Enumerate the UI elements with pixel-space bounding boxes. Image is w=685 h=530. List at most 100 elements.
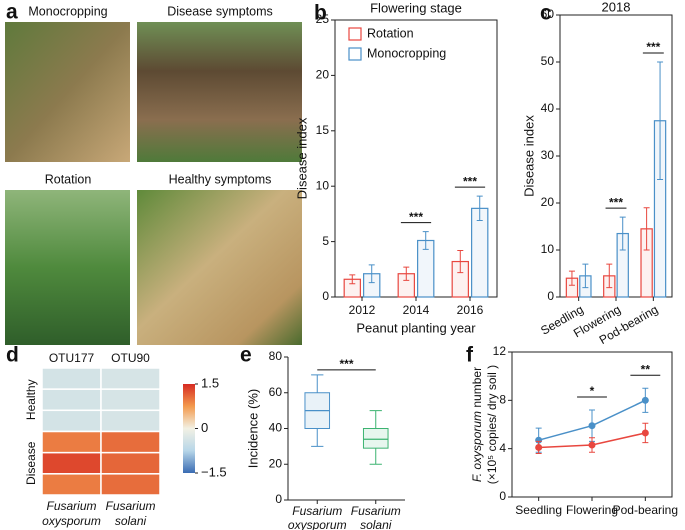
column-name: Fusarium bbox=[46, 499, 96, 513]
y-tick-label: 20 bbox=[541, 195, 555, 209]
y-tick-label: 12 bbox=[493, 344, 507, 358]
point bbox=[588, 441, 596, 449]
significance-label: ** bbox=[641, 362, 651, 376]
row-group-label: Disease bbox=[24, 441, 38, 485]
photo-caption: Disease symptoms bbox=[167, 4, 273, 18]
y-axis-label-text: number bbox=[470, 367, 484, 411]
heatmap-cell bbox=[41, 473, 102, 496]
heatmap-cell bbox=[100, 409, 161, 433]
photo bbox=[137, 22, 302, 162]
photo-caption: Rotation bbox=[45, 172, 92, 186]
error-bar bbox=[422, 231, 429, 250]
heatmap-cell bbox=[41, 367, 102, 390]
y-tick-label: 0 bbox=[499, 489, 506, 503]
legend-swatch bbox=[348, 27, 362, 41]
y-tick-label: 80 bbox=[269, 349, 283, 363]
y-axis-label: Disease index bbox=[521, 115, 536, 197]
heatmap-cell bbox=[100, 473, 161, 496]
heatmap-cell bbox=[100, 451, 161, 475]
bar bbox=[471, 207, 489, 298]
y-tick-label: 10 bbox=[316, 178, 330, 192]
y-axis-label-italic: F. oxysporum bbox=[470, 411, 484, 482]
colorbar-tick-label: −1.5 bbox=[201, 464, 227, 479]
whisker bbox=[369, 410, 382, 429]
y-tick-label: 40 bbox=[269, 421, 283, 435]
heatmap-cell bbox=[100, 388, 161, 412]
column-name: solani bbox=[115, 514, 147, 528]
panel-label: a bbox=[6, 1, 18, 24]
error-bar bbox=[349, 274, 356, 285]
point bbox=[535, 436, 543, 444]
whisker bbox=[311, 428, 324, 447]
y-tick-label: 40 bbox=[541, 101, 555, 115]
y-tick-label: 4 bbox=[499, 441, 506, 455]
error-bar bbox=[403, 266, 410, 281]
point bbox=[641, 429, 649, 437]
photo-caption: Healthy symptoms bbox=[169, 172, 272, 186]
y-tick-label: 15 bbox=[316, 123, 330, 137]
error-bar bbox=[657, 61, 664, 180]
x-tick-label: Seedling bbox=[515, 503, 562, 517]
x-tick-label: Fusarium bbox=[292, 504, 342, 518]
significance-label: * bbox=[590, 384, 595, 398]
whisker bbox=[369, 448, 382, 465]
heatmap-cell bbox=[41, 451, 102, 475]
y-tick-label: 20 bbox=[269, 456, 283, 470]
column-label: OTU90 bbox=[111, 351, 150, 365]
error-bar bbox=[568, 270, 575, 286]
whisker bbox=[311, 374, 324, 393]
colorbar bbox=[183, 384, 195, 473]
y-tick-label: 5 bbox=[322, 234, 329, 248]
x-tick-label: Pod-bearing bbox=[613, 503, 678, 517]
x-tick-label: solani bbox=[360, 518, 392, 530]
point bbox=[641, 396, 649, 404]
column-name: oxysporum bbox=[42, 514, 101, 528]
photo bbox=[5, 190, 130, 345]
heatmap-cell bbox=[100, 430, 161, 454]
photo bbox=[137, 190, 302, 345]
x-axis-label: Peanut planting year bbox=[356, 320, 476, 335]
y-tick-label: 60 bbox=[541, 7, 555, 21]
x-tick-label: 2016 bbox=[457, 303, 484, 317]
heatmap-cell bbox=[41, 409, 102, 433]
y-axis-label: F. oxysporum number bbox=[470, 367, 484, 482]
x-tick-label: oxysporum bbox=[288, 518, 347, 530]
error-bar bbox=[457, 249, 464, 274]
panel-label: f bbox=[466, 344, 474, 367]
y-axis-label: Disease index bbox=[294, 117, 309, 199]
heatmap-cell bbox=[100, 367, 161, 390]
y-tick-label: 30 bbox=[541, 148, 555, 162]
colorbar-tick-label: 0 bbox=[201, 420, 208, 435]
y-tick-label: 0 bbox=[547, 289, 554, 303]
y-tick-label: 10 bbox=[541, 242, 555, 256]
column-label: OTU177 bbox=[49, 351, 95, 365]
chart-title: Flowering stage bbox=[370, 0, 462, 15]
colorbar-tick-label: 1.5 bbox=[201, 375, 219, 390]
panel-label: e bbox=[240, 344, 252, 367]
significance-label: *** bbox=[409, 210, 423, 224]
panel-label: c bbox=[540, 2, 552, 25]
point bbox=[535, 443, 543, 451]
row-group-label: Healthy bbox=[24, 379, 38, 420]
error-bar bbox=[476, 195, 483, 222]
error-bar bbox=[619, 216, 626, 251]
y-tick-label: 8 bbox=[499, 393, 506, 407]
y-tick-label: 25 bbox=[316, 12, 330, 26]
x-tick-label: Fusarium bbox=[351, 504, 401, 518]
box bbox=[362, 428, 389, 449]
error-bar bbox=[368, 264, 375, 284]
legend-swatch bbox=[348, 47, 362, 61]
x-tick-label: 2014 bbox=[403, 303, 430, 317]
legend-label: Rotation bbox=[367, 26, 414, 40]
point bbox=[588, 422, 596, 430]
legend-label: Monocropping bbox=[367, 46, 446, 60]
y-tick-label: 0 bbox=[322, 289, 329, 303]
significance-label: *** bbox=[339, 357, 353, 371]
heatmap-cell bbox=[41, 388, 102, 412]
heatmap-cell bbox=[41, 430, 102, 454]
significance-label: *** bbox=[463, 174, 477, 188]
photo-caption: Monocropping bbox=[28, 4, 107, 18]
panel-label: d bbox=[6, 344, 19, 367]
y-axis-unit: (×10⁵ copies/ dry soil ) bbox=[485, 365, 499, 484]
